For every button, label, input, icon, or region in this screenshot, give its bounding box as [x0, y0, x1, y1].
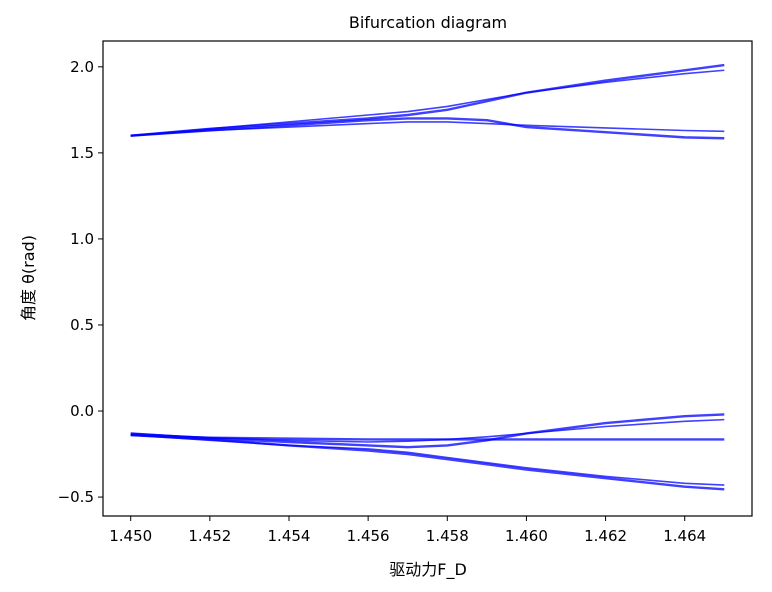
- y-tick-label: 1.0: [70, 230, 94, 248]
- x-tick-label: 1.454: [268, 527, 311, 545]
- series-layer: [130, 63, 725, 491]
- y-tick-label: −0.5: [58, 488, 94, 506]
- x-tick-label: 1.450: [109, 527, 152, 545]
- series-line-3: [130, 121, 725, 137]
- chart-title: Bifurcation diagram: [349, 13, 507, 32]
- series-line-8: [130, 433, 725, 441]
- x-tick-label: 1.460: [505, 527, 548, 545]
- series-line-0: [130, 63, 725, 137]
- x-tick-label: 1.464: [663, 527, 706, 545]
- series-line-4: [130, 413, 725, 449]
- y-tick-label: 1.5: [70, 144, 94, 162]
- x-tick-label: 1.462: [584, 527, 627, 545]
- y-tick-label: 0.5: [70, 316, 94, 334]
- y-ticks: −0.5 0.0 0.5 1.0 1.5 2.0: [58, 58, 103, 506]
- plot-frame: [102, 40, 753, 517]
- series-line-2: [130, 117, 725, 140]
- x-tick-label: 1.456: [347, 527, 390, 545]
- x-ticks: 1.450 1.452 1.454 1.456 1.458 1.460 1.462 1.464: [109, 516, 706, 545]
- y-tick-label: 0.0: [70, 402, 94, 420]
- x-axis-label: 驱动力F_D: [389, 560, 467, 580]
- y-axis-label: 角度 θ(rad): [19, 235, 38, 321]
- x-tick-label: 1.452: [188, 527, 231, 545]
- y-tick-label: 2.0: [70, 58, 94, 76]
- x-tick-label: 1.458: [426, 527, 469, 545]
- series-line-7: [130, 434, 725, 486]
- series-line-1: [130, 69, 725, 137]
